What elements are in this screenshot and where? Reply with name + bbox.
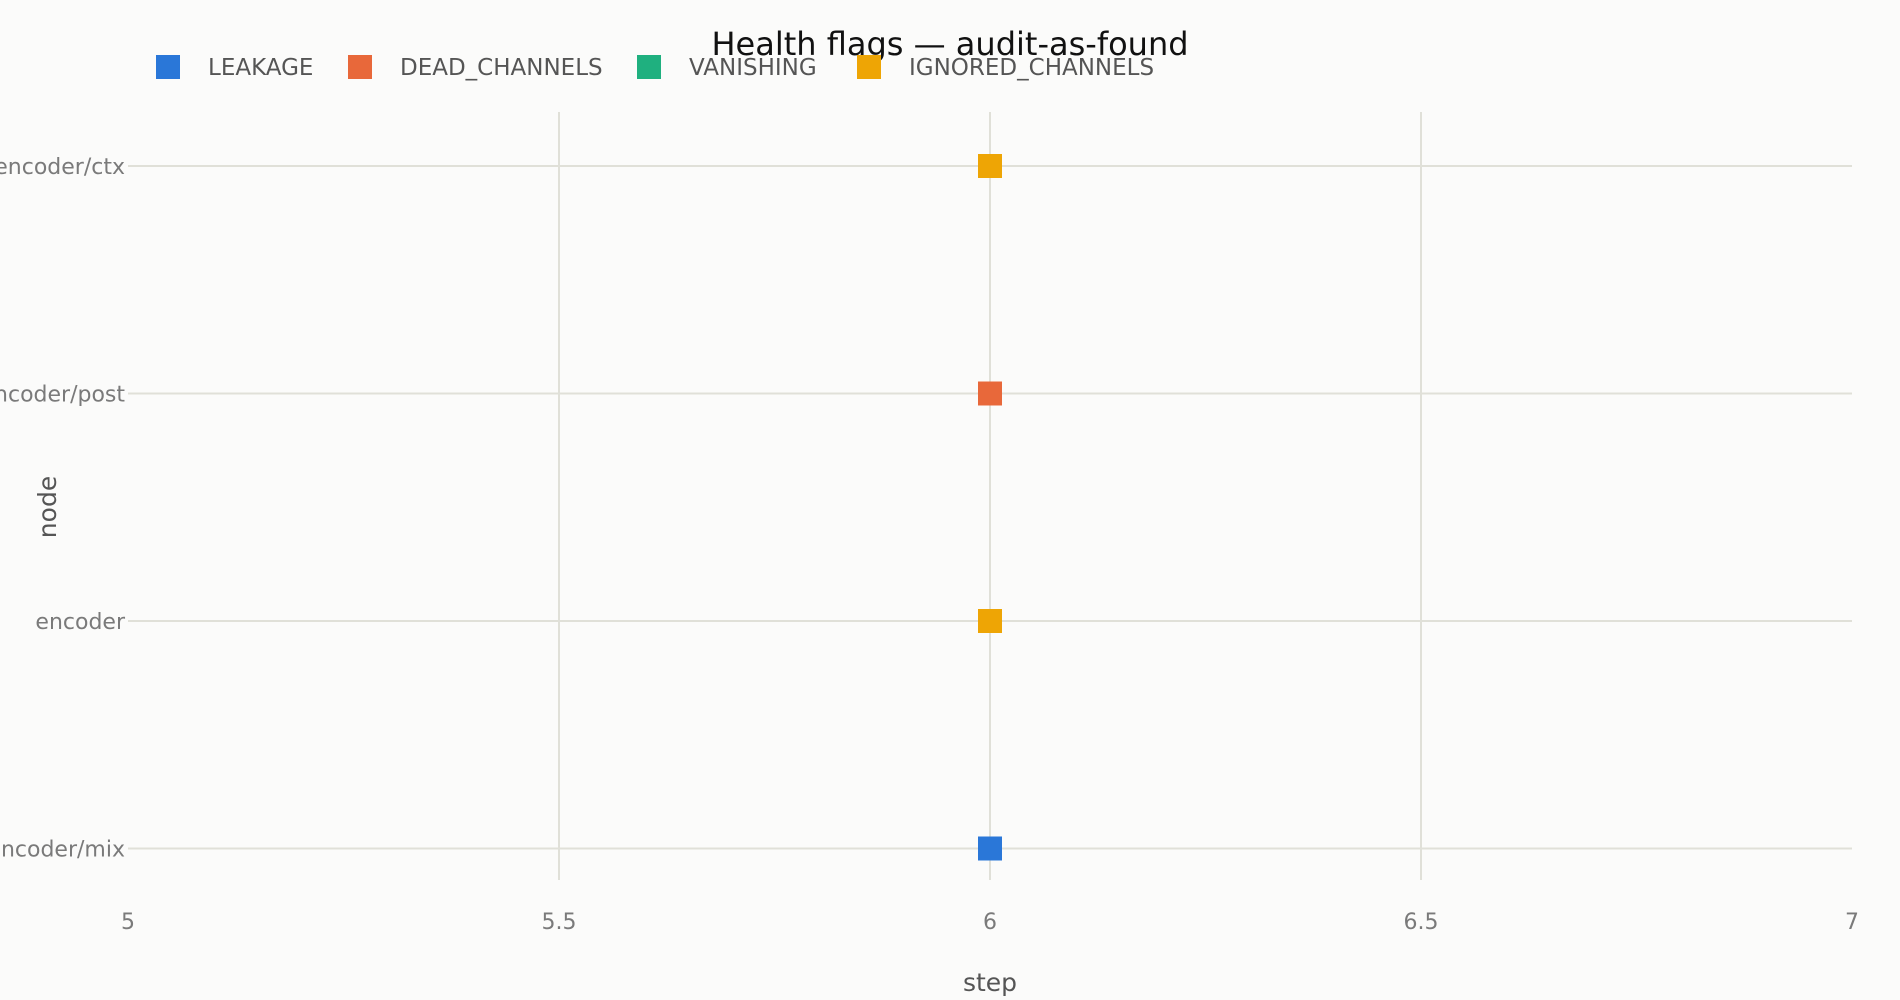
y-tick-label: encoder/ctx <box>0 155 125 180</box>
legend-swatch <box>857 55 881 79</box>
legend: LEAKAGE DEAD_CHANNELS VANISHING IGNORED_CHA… <box>156 55 1154 81</box>
legend-label: DEAD_CHANNELS <box>400 55 603 81</box>
gridlines <box>128 112 1852 880</box>
y-tick-label: ncoder/mix <box>1 838 125 863</box>
x-tick-label: 6.5 <box>1404 910 1439 935</box>
y-axis-title: node <box>33 476 62 538</box>
x-axis-title: step <box>963 968 1017 997</box>
point-ignored-channels <box>978 154 1002 178</box>
y-tick-label: encoder <box>35 610 126 635</box>
x-tick-label: 6 <box>983 910 997 935</box>
legend-swatch <box>637 55 661 79</box>
x-tick-label: 5.5 <box>542 910 577 935</box>
legend-label: IGNORED_CHANNELS <box>909 55 1154 81</box>
x-tick-label: 7 <box>1845 910 1859 935</box>
x-tick-label: 5 <box>121 910 135 935</box>
point-dead-channels <box>978 381 1002 406</box>
point-ignored-channels <box>978 609 1002 633</box>
legend-swatch <box>348 55 372 79</box>
point-leakage <box>978 836 1002 861</box>
chart-title: Health flags — audit-as-found <box>711 25 1188 63</box>
data-points <box>978 154 1002 861</box>
legend-label: LEAKAGE <box>208 55 313 81</box>
x-axis-ticks: 5 5.5 6 6.5 7 <box>121 910 1859 935</box>
legend-label: VANISHING <box>689 55 817 81</box>
y-tick-label: ncoder/post <box>0 383 125 408</box>
legend-swatch <box>156 55 180 79</box>
y-axis-ticks: encoder/ctx ncoder/post encoder ncoder/mix <box>0 155 126 863</box>
